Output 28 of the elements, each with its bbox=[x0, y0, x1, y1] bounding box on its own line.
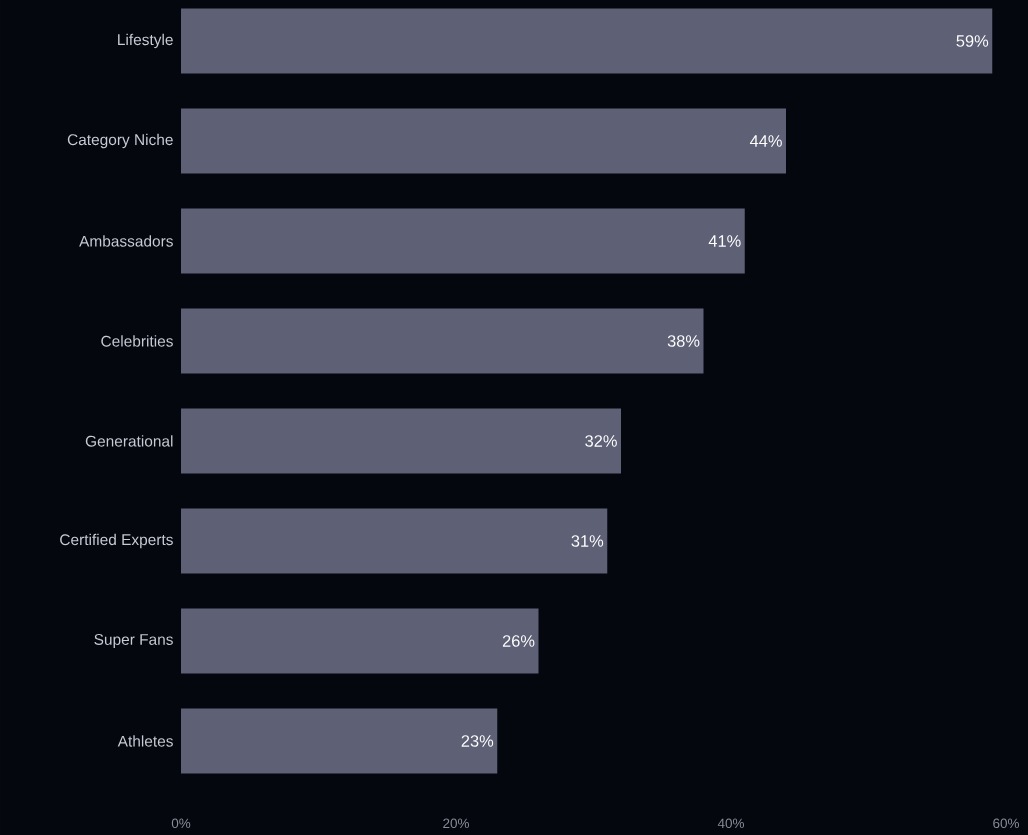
data-label: 59% bbox=[956, 35, 989, 47]
bar bbox=[181, 208, 745, 274]
y-tick-label: Athletes bbox=[117, 735, 173, 747]
data-label: 26% bbox=[502, 635, 535, 647]
y-tick-label: Lifestyle bbox=[118, 33, 173, 49]
bar bbox=[181, 508, 608, 574]
data-label: 44% bbox=[749, 135, 782, 147]
bar bbox=[181, 108, 787, 174]
data-label: 23% bbox=[461, 735, 494, 747]
y-tick-label: Ambassadors bbox=[79, 235, 173, 247]
x-tick-label: 20% bbox=[443, 818, 469, 829]
y-tick-label: Category Niche bbox=[67, 133, 173, 149]
x-tick-label: 0% bbox=[171, 818, 191, 829]
bar bbox=[181, 608, 539, 674]
data-label: 41% bbox=[708, 235, 741, 247]
y-tick-label: Celebrities bbox=[101, 335, 173, 347]
bar bbox=[181, 708, 498, 774]
y-tick-label: Generational bbox=[85, 435, 173, 447]
bar bbox=[181, 308, 704, 374]
data-label: 31% bbox=[571, 535, 604, 547]
bar bbox=[181, 8, 993, 74]
bar bbox=[181, 408, 622, 474]
y-tick-label: Super Fans bbox=[94, 634, 173, 648]
data-label: 32% bbox=[585, 435, 617, 447]
data-label: 38% bbox=[667, 335, 700, 347]
x-tick-label: 40% bbox=[717, 818, 744, 829]
x-tick-label: 60% bbox=[993, 818, 1019, 829]
y-tick-label: Certified Experts bbox=[60, 533, 173, 549]
